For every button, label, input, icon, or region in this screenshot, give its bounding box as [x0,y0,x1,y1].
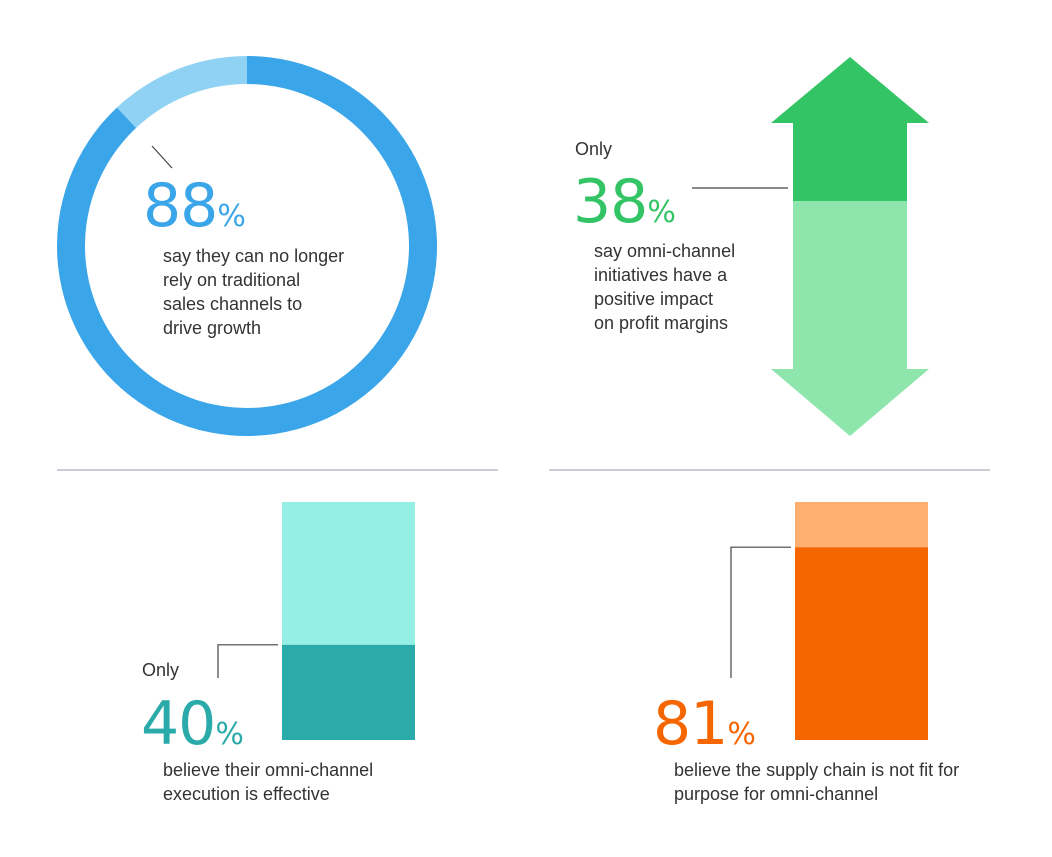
teal-desc-line-2: execution is effective [163,784,330,804]
donut-panel: 88% say they can no longer rely on tradi… [57,56,438,437]
donut-percent-value: 88 [143,171,217,241]
arrow-desc-line-2: initiatives have a [594,265,728,285]
donut-desc-line-2: rely on traditional [163,270,300,290]
orange-bar-remainder [795,502,928,548]
donut-percent-unit: % [217,199,245,234]
arrow-desc-line-3: positive impact [594,289,713,309]
donut-desc-line-1: say they can no longer [163,246,344,266]
teal-percent-unit: % [215,717,243,752]
arrow-desc-line-4: on profit margins [594,313,728,333]
orange-desc-line-2: purpose for omni-channel [674,784,878,804]
donut-remainder-segment [116,56,247,128]
teal-leader-line [217,644,278,678]
donut-desc-line-4: drive growth [163,318,261,338]
arrow-desc-line-1: say omni-channel [594,241,735,261]
arrow-percent-unit: % [647,195,675,230]
donut-desc-line-3: sales channels to [163,294,302,314]
arrow-prefix: Only [575,139,612,159]
teal-desc-line-1: believe their omni-channel [163,760,373,780]
orange-percent-value: 81 [653,689,727,759]
orange-percent-text: 81% [653,689,755,759]
teal-percent-text: 40% [141,689,243,759]
donut-leader-line [151,145,173,169]
arrow-percent-value: 38 [573,167,647,237]
teal-prefix: Only [142,660,179,680]
donut-percent-text: 88% [143,171,245,241]
orange-bar-value [795,547,928,740]
orange-desc-line-1: believe the supply chain is not fit for [674,760,959,780]
teal-percent-value: 40 [141,689,215,759]
arrow-down-segment [771,201,929,436]
teal-bar-remainder [282,502,415,645]
teal-bar-panel: Only 40% believe their omni-channel exec… [141,502,415,804]
teal-bar-value [282,644,415,740]
orange-bar-panel: 81% believe the supply chain is not fit … [653,502,959,804]
orange-percent-unit: % [727,717,755,752]
arrow-panel: Only 38% say omni-channel initiatives ha… [573,57,929,436]
arrow-percent-text: 38% [573,167,675,237]
orange-leader-line [730,546,791,678]
arrow-up-segment [771,57,929,202]
